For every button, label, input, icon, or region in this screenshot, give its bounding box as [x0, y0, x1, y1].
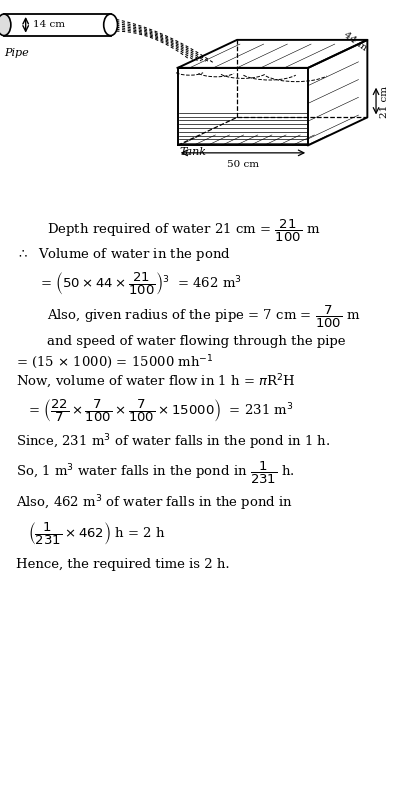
- Text: $\left(\dfrac{1}{231} \times 462\right)$ h = 2 h: $\left(\dfrac{1}{231} \times 462\right)$…: [28, 519, 165, 547]
- Text: = (15 $\times$ 1000) = 15000 mh$^{-1}$: = (15 $\times$ 1000) = 15000 mh$^{-1}$: [16, 353, 213, 371]
- Text: $\therefore$  Volume of water in the pond: $\therefore$ Volume of water in the pond: [16, 246, 231, 262]
- Text: So, 1 m$^{3}$ water falls in the pond in $\dfrac{1}{231}$ h.: So, 1 m$^{3}$ water falls in the pond in…: [16, 460, 295, 486]
- Text: = $\left(\dfrac{22}{7} \times \dfrac{7}{100} \times \dfrac{7}{100} \times 15000\: = $\left(\dfrac{22}{7} \times \dfrac{7}{…: [28, 397, 293, 424]
- Text: Since, 231 m$^{3}$ of water falls in the pond in 1 h.: Since, 231 m$^{3}$ of water falls in the…: [16, 432, 330, 452]
- Text: 21 cm: 21 cm: [380, 86, 389, 118]
- Text: Hence, the required time is 2 h.: Hence, the required time is 2 h.: [16, 557, 229, 570]
- Text: Depth required of water 21 cm = $\dfrac{21}{100}$ m: Depth required of water 21 cm = $\dfrac{…: [47, 218, 321, 244]
- Ellipse shape: [0, 15, 11, 36]
- Text: Tank: Tank: [180, 148, 207, 157]
- Text: = $\left(50 \times 44 \times \dfrac{21}{100}\right)^{3}$  = 462 m$^{3}$: = $\left(50 \times 44 \times \dfrac{21}{…: [40, 269, 241, 297]
- Text: Also, given radius of the pipe = 7 cm = $\dfrac{7}{100}$ m: Also, given radius of the pipe = 7 cm = …: [47, 303, 361, 329]
- Text: Now, volume of water flow in 1 h = $\pi$R$^{2}$H: Now, volume of water flow in 1 h = $\pi$…: [16, 372, 295, 390]
- Text: 50 cm: 50 cm: [227, 160, 259, 169]
- Text: Also, 462 m$^{3}$ of water falls in the pond in: Also, 462 m$^{3}$ of water falls in the …: [16, 493, 293, 513]
- Ellipse shape: [103, 15, 118, 36]
- Text: 14 cm: 14 cm: [33, 20, 65, 29]
- Text: and speed of water flowing through the pipe: and speed of water flowing through the p…: [47, 335, 346, 348]
- Text: Pipe: Pipe: [4, 49, 29, 58]
- Text: 44 m: 44 m: [342, 30, 369, 53]
